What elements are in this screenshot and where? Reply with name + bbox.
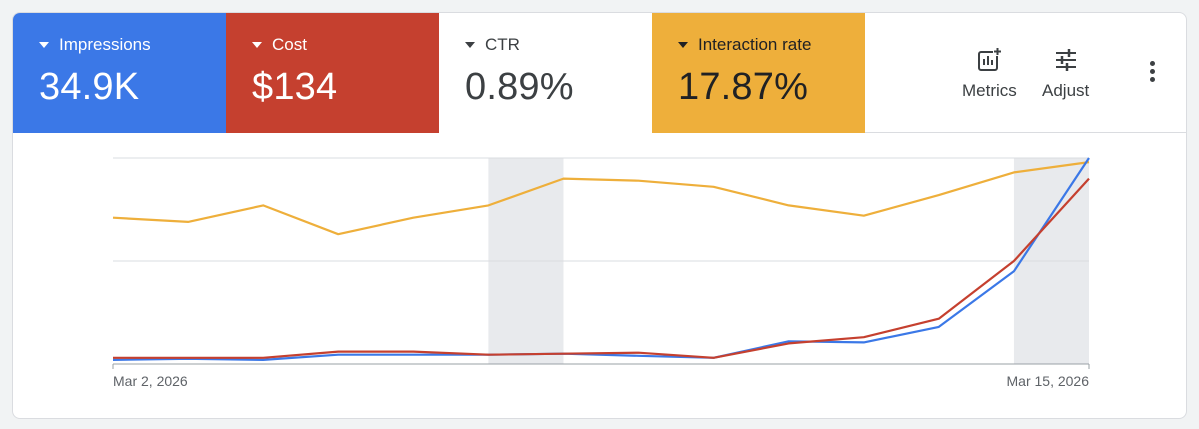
metric-interaction-rate[interactable]: Interaction rate 17.87% [652, 13, 865, 133]
series-line-impressions [112, 157, 1090, 361]
metric-label: CTR [485, 35, 520, 54]
scorecards-row: Impressions 34.9K Cost $134 CTR 0.89% In… [13, 13, 1186, 133]
metric-cost[interactable]: Cost $134 [226, 13, 439, 133]
x-tick-label: Mar 15, 2026 [1007, 373, 1090, 389]
performance-card: Impressions 34.9K Cost $134 CTR 0.89% In… [12, 12, 1187, 419]
metrics-label: Metrics [962, 81, 1017, 100]
line-chart: Mar 2, 2026 Mar 15, 2026 [112, 157, 1090, 389]
sliders-icon [1055, 49, 1076, 71]
dropdown-arrow-icon [678, 42, 688, 48]
metric-value: 0.89% [465, 66, 574, 108]
metrics-icon [978, 47, 1003, 71]
metrics-button[interactable]: Metrics [962, 47, 1017, 101]
metric-label: Impressions [59, 35, 151, 54]
metric-label: Interaction rate [698, 35, 812, 54]
metric-ctr[interactable]: CTR 0.89% [439, 13, 652, 133]
metric-value: 34.9K [39, 66, 140, 108]
metric-value: $134 [252, 66, 338, 108]
metric-impressions[interactable]: Impressions 34.9K [13, 13, 226, 133]
metric-label: Cost [272, 35, 307, 54]
more-options-icon[interactable] [1148, 61, 1156, 85]
metric-value: 17.87% [678, 66, 809, 108]
adjust-button[interactable]: Adjust [1042, 47, 1089, 101]
series-line-interaction-rate [112, 161, 1090, 236]
dropdown-arrow-icon [39, 42, 49, 48]
dropdown-arrow-icon [465, 42, 475, 48]
chart-tools: Metrics Adjust [888, 13, 1186, 133]
series-line-cost [113, 177, 1090, 359]
dropdown-arrow-icon [252, 42, 262, 48]
x-tick-label: Mar 2, 2026 [113, 373, 188, 389]
adjust-label: Adjust [1042, 81, 1090, 100]
